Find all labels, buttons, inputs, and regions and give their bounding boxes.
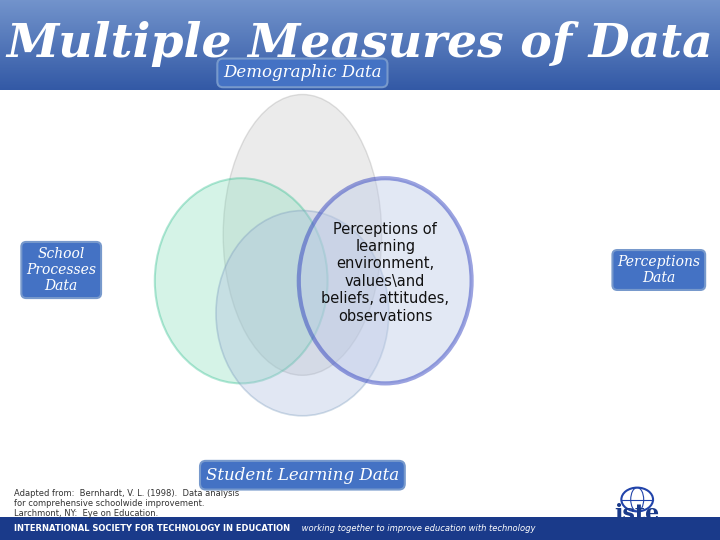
Text: Multiple Measures of Data: Multiple Measures of Data (6, 21, 714, 68)
Ellipse shape (299, 178, 472, 383)
Text: Perceptions
Data: Perceptions Data (617, 255, 701, 285)
Ellipse shape (216, 211, 389, 416)
Text: working together to improve education with technology: working together to improve education wi… (299, 524, 535, 533)
FancyBboxPatch shape (0, 90, 720, 518)
Text: Demographic Data: Demographic Data (223, 64, 382, 82)
Ellipse shape (223, 94, 382, 375)
Text: iste: iste (615, 503, 660, 525)
Text: Adapted from:  Bernhardt, V. L. (1998).  Data analysis
for comprehensive schoolw: Adapted from: Bernhardt, V. L. (1998). D… (14, 489, 240, 518)
Text: INTERNATIONAL SOCIETY FOR TECHNOLOGY IN EDUCATION: INTERNATIONAL SOCIETY FOR TECHNOLOGY IN … (14, 524, 291, 533)
Text: Perceptions of
learning
environment,
values\and
beliefs, attitudes,
observations: Perceptions of learning environment, val… (321, 222, 449, 323)
Text: Student Learning Data: Student Learning Data (206, 467, 399, 484)
Ellipse shape (155, 178, 328, 383)
FancyBboxPatch shape (0, 517, 720, 540)
Text: School
Processes
Data: School Processes Data (26, 247, 96, 293)
